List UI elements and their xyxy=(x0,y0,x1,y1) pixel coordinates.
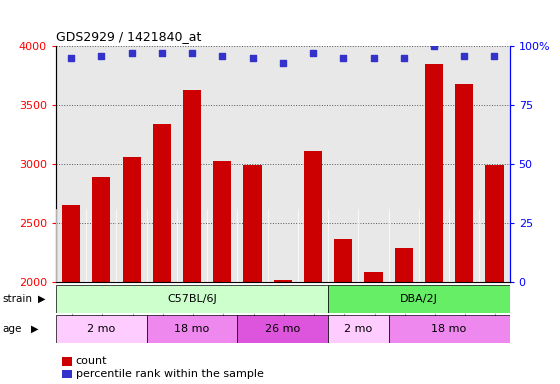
Point xyxy=(490,53,499,59)
Text: age: age xyxy=(3,324,22,334)
Bar xyxy=(334,238,352,282)
Bar xyxy=(183,90,201,282)
Text: GDS2929 / 1421840_at: GDS2929 / 1421840_at xyxy=(56,30,202,43)
Bar xyxy=(62,205,80,282)
Text: C57BL/6J: C57BL/6J xyxy=(167,294,217,304)
Point xyxy=(67,55,76,61)
Bar xyxy=(304,151,322,282)
Point xyxy=(430,43,438,49)
Point xyxy=(460,53,469,59)
Point xyxy=(369,55,378,61)
Bar xyxy=(56,315,147,343)
Text: 2 mo: 2 mo xyxy=(344,324,372,334)
Text: 26 mo: 26 mo xyxy=(265,324,300,334)
Bar xyxy=(92,177,110,282)
Bar xyxy=(389,315,510,343)
Text: DBA/2J: DBA/2J xyxy=(400,294,438,304)
Point xyxy=(218,53,227,59)
Bar xyxy=(213,161,231,282)
Text: percentile rank within the sample: percentile rank within the sample xyxy=(76,369,263,379)
Bar xyxy=(328,285,510,313)
Point xyxy=(309,50,318,56)
Bar xyxy=(147,315,237,343)
Bar xyxy=(153,124,171,282)
Text: count: count xyxy=(76,356,107,366)
Text: ▶: ▶ xyxy=(31,324,38,334)
Bar xyxy=(328,315,389,343)
Bar xyxy=(56,285,328,313)
Bar xyxy=(237,315,328,343)
Text: strain: strain xyxy=(3,294,33,304)
Point xyxy=(339,55,348,61)
Text: 2 mo: 2 mo xyxy=(87,324,115,334)
Bar xyxy=(395,248,413,282)
Bar xyxy=(244,166,262,282)
Point xyxy=(127,50,136,56)
Bar xyxy=(425,64,443,282)
Point xyxy=(97,53,106,59)
Point xyxy=(157,50,166,56)
Bar xyxy=(486,166,503,282)
Point xyxy=(188,50,197,56)
Bar xyxy=(365,271,382,282)
Point xyxy=(278,60,287,66)
Bar xyxy=(455,84,473,282)
Text: 18 mo: 18 mo xyxy=(175,324,209,334)
Bar xyxy=(123,157,141,282)
Text: ▶: ▶ xyxy=(38,294,45,304)
Bar xyxy=(274,280,292,282)
Text: 18 mo: 18 mo xyxy=(432,324,466,334)
Point xyxy=(399,55,408,61)
Point xyxy=(248,55,257,61)
